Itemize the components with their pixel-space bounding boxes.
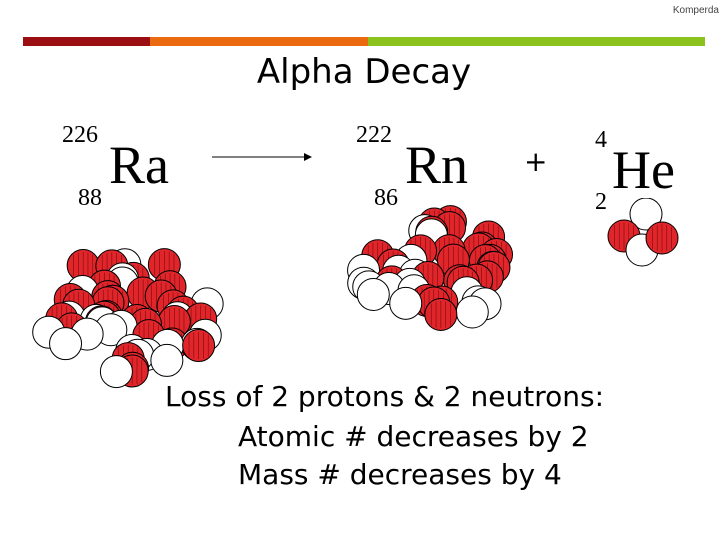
mass-decrease-text: Mass # decreases by 4 xyxy=(238,458,562,491)
neutron xyxy=(455,295,489,329)
header-bar-orange xyxy=(150,37,368,46)
rn-atomic-number: 86 xyxy=(374,185,398,211)
header-bar-red xyxy=(23,37,150,46)
radium-nucleus xyxy=(32,248,224,389)
loss-text: Loss of 2 protons & 2 neutrons: xyxy=(165,380,605,413)
neutron xyxy=(629,198,663,231)
author-label: Komperda xyxy=(672,5,719,16)
neutron xyxy=(356,277,390,311)
header-bar-green xyxy=(368,37,705,46)
alpha-particle xyxy=(607,198,679,267)
slide-title: Alpha Decay xyxy=(256,52,472,92)
atomic-decrease-text: Atomic # decreases by 2 xyxy=(238,420,589,453)
radon-nucleus xyxy=(347,205,514,331)
neutron xyxy=(99,355,133,389)
neutron xyxy=(389,286,423,320)
he-atomic-number: 2 xyxy=(595,189,607,215)
ra-symbol: Ra xyxy=(109,135,169,195)
ra-mass-number: 226 xyxy=(62,122,98,148)
neutron xyxy=(49,327,83,361)
rn-mass-number: 222 xyxy=(356,122,392,148)
reaction-arrow-icon xyxy=(212,153,312,161)
he-symbol: He xyxy=(612,140,675,200)
ra-atomic-number: 88 xyxy=(78,185,102,211)
plus-sign: + xyxy=(524,145,548,178)
he-mass-number: 4 xyxy=(595,127,607,153)
neutron xyxy=(150,343,184,377)
rn-symbol: Rn xyxy=(405,135,469,195)
